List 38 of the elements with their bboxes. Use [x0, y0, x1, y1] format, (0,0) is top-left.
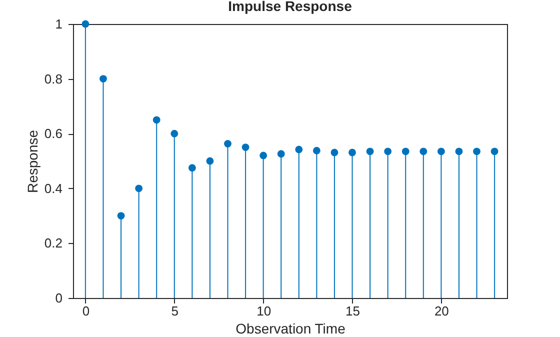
point	[384, 148, 392, 156]
point	[473, 148, 480, 156]
point	[117, 212, 125, 220]
point	[170, 130, 178, 138]
point	[402, 148, 410, 156]
point	[277, 150, 285, 158]
y-tick-label: 0	[55, 290, 62, 306]
y-tick-label: 0.8	[44, 71, 62, 86]
y-tick-label: 1	[55, 16, 62, 32]
point	[206, 157, 214, 165]
point	[188, 164, 196, 172]
x-tick-label: 10	[256, 304, 272, 318]
point	[437, 148, 445, 156]
point	[100, 75, 107, 82]
x-tick-label: 15	[346, 304, 360, 318]
point	[330, 148, 338, 156]
x-axis-title: Observation Time	[236, 320, 346, 336]
x-tick-label: 20	[434, 304, 449, 318]
point	[312, 146, 320, 154]
chart-title: Impulse Response	[228, 0, 352, 14]
point	[366, 148, 374, 156]
x-tick-label: 0	[82, 304, 90, 318]
point	[420, 148, 428, 156]
point	[348, 148, 356, 156]
point	[242, 144, 250, 151]
x-tick-label: 5	[171, 304, 178, 318]
y-axis-title: Response	[24, 130, 40, 194]
point	[295, 146, 303, 154]
point	[490, 148, 498, 156]
y-tick-label: 0.2	[44, 236, 62, 251]
point	[224, 140, 232, 148]
point	[260, 152, 268, 160]
point	[455, 148, 463, 156]
y-tick-label: 0.6	[44, 126, 62, 142]
y-tick-label: 0.4	[44, 180, 62, 196]
point	[82, 20, 90, 28]
point	[135, 184, 143, 192]
point	[152, 116, 160, 124]
